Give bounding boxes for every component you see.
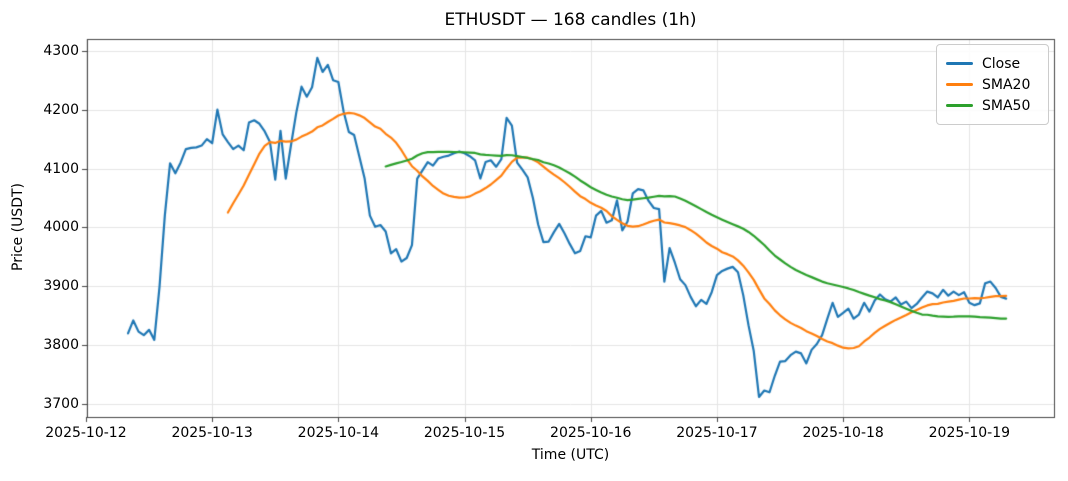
x-axis-label: Time (UTC) [531, 447, 610, 463]
legend-item-close: Close [946, 53, 1038, 74]
x-tick-label: 2025-10-17 [676, 425, 758, 441]
legend-label-sma50: SMA50 [982, 97, 1031, 114]
close-line-swatch-icon [946, 62, 973, 65]
sma50-line-swatch-icon [946, 104, 973, 107]
legend-item-sma50: SMA50 [946, 95, 1038, 116]
y-tick-label: 3700 [43, 396, 79, 413]
x-tick-label: 2025-10-13 [171, 425, 253, 441]
legend-label-sma20: SMA20 [982, 76, 1031, 93]
sma20-line-swatch-icon [946, 83, 973, 86]
chart-title: ETHUSDT — 168 candles (1h) [444, 10, 697, 30]
x-tick-label: 2025-10-15 [423, 425, 506, 441]
y-tick-label: 4100 [43, 160, 79, 177]
chart-legend: Close SMA20 SMA50 [936, 44, 1049, 125]
y-tick-label: 4300 [43, 42, 79, 59]
x-tick-label: 2025-10-18 [802, 425, 884, 441]
x-tick-label: 2025-10-12 [45, 425, 127, 441]
y-tick-label: 4200 [43, 101, 79, 118]
x-tick-label: 2025-10-19 [928, 425, 1011, 441]
x-tick-label: 2025-10-16 [550, 425, 632, 441]
y-tick-label: 3800 [43, 337, 79, 354]
y-tick-label: 3900 [43, 278, 79, 295]
legend-item-sma20: SMA20 [946, 74, 1038, 95]
x-tick-label: 2025-10-14 [297, 425, 380, 441]
y-tick-label: 4000 [43, 219, 79, 236]
legend-label-close: Close [982, 55, 1021, 72]
